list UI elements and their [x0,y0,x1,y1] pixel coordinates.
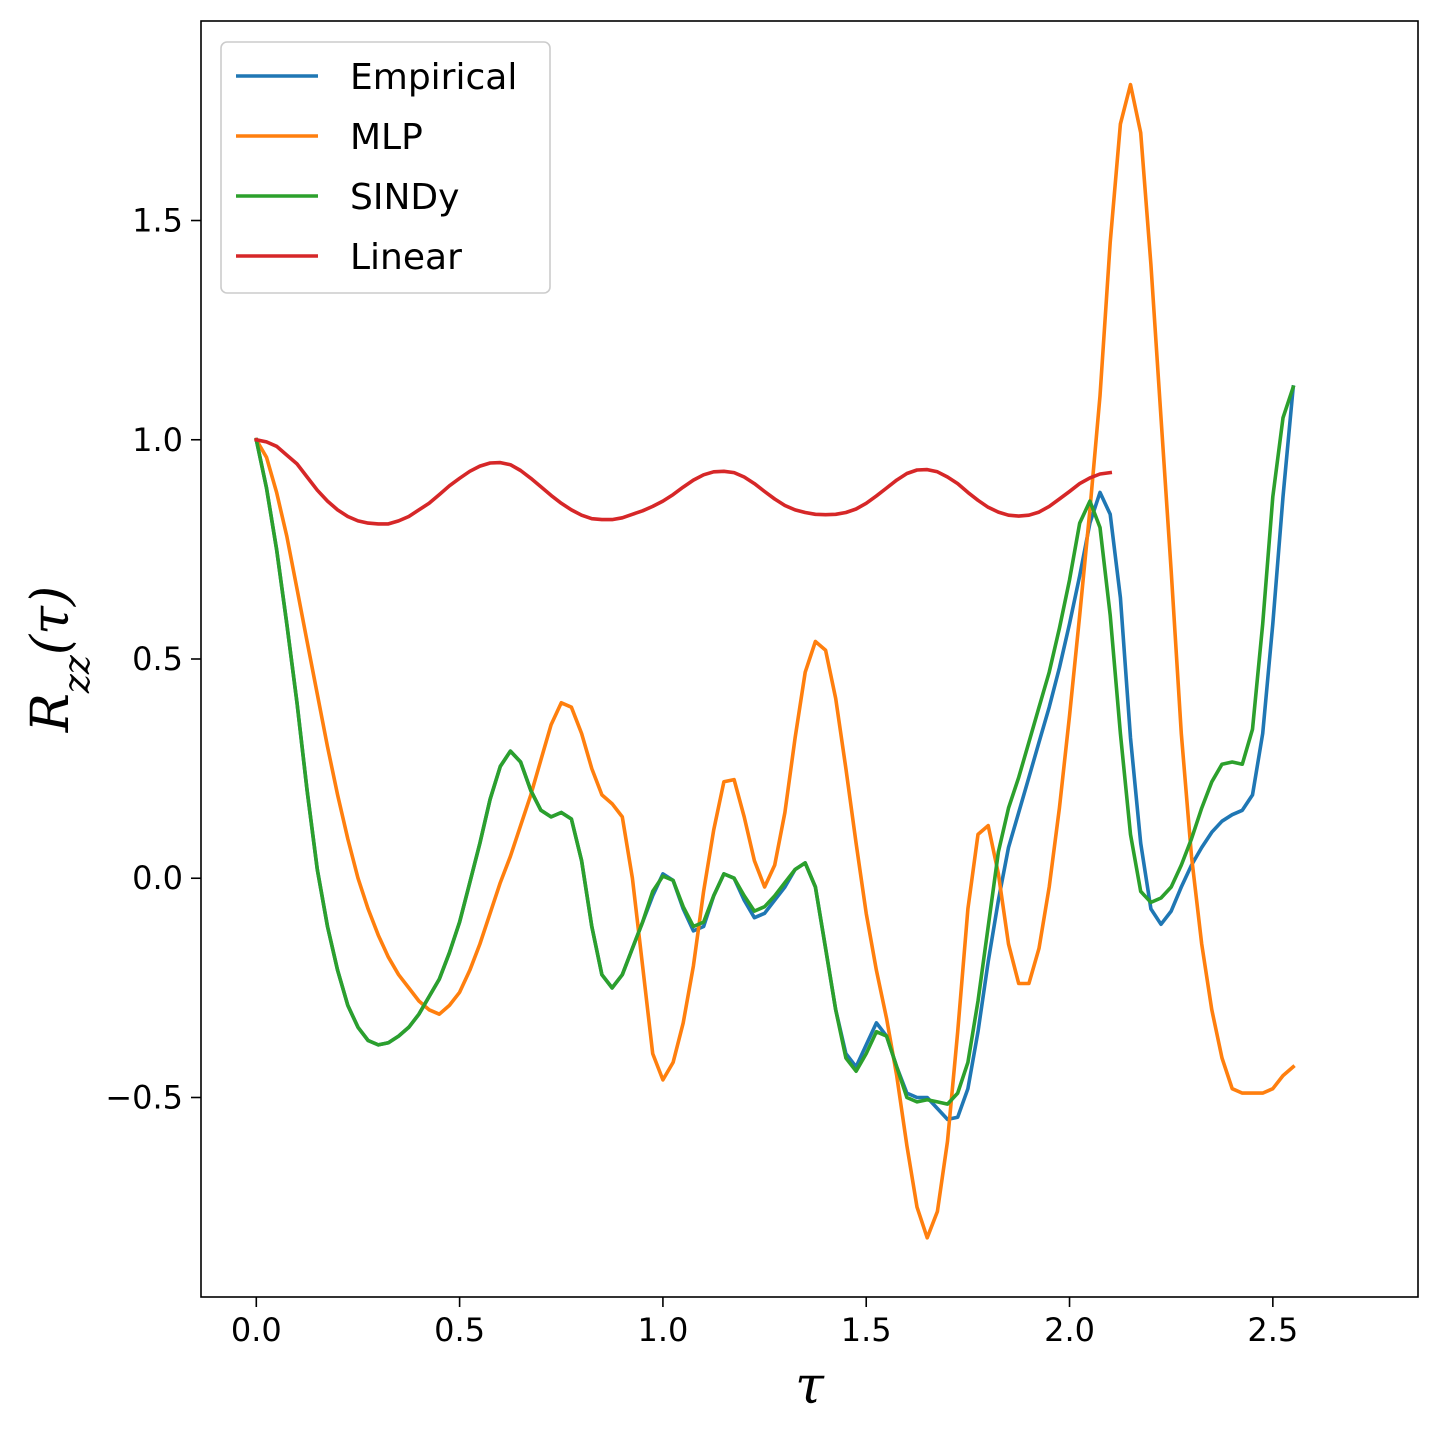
legend-label-mlp: MLP [350,117,423,158]
series-line-linear [254,437,1113,526]
y-tick-label: 1.0 [132,421,183,459]
y-axis-label-argument: (τ) [21,586,81,655]
legend: Empirical MLP SINDy Linear [220,41,551,294]
y-tick-label: 1.5 [132,202,183,240]
x-tick-label: 2.0 [1044,1311,1095,1349]
x-tick-label: 1.0 [637,1311,688,1349]
series-layer [253,82,1296,1240]
y-axis: −0.5 0.0 0.5 1.0 1.5 [105,202,201,1116]
series-line-sindy [254,384,1296,1106]
series-line-mlp [253,82,1296,1240]
legend-label-empirical: Empirical [350,57,517,98]
legend-box [220,41,551,294]
legend-label-sindy: SINDy [350,177,459,218]
x-tick-label: 0.0 [231,1311,282,1349]
y-tick-label: −0.5 [105,1078,183,1116]
x-axis: 0.0 0.5 1.0 1.5 2.0 2.5 [231,1297,1298,1349]
y-axis-label-subscript: zz [57,654,98,694]
x-axis-label: τ [795,1356,825,1416]
x-tick-label: 1.5 [841,1311,892,1349]
x-tick-label: 2.5 [1247,1311,1298,1349]
legend-label-linear: Linear [350,237,462,278]
x-tick-label: 0.5 [434,1311,485,1349]
y-tick-label: 0.0 [132,859,183,897]
y-axis-label-base: R [21,693,81,733]
y-axis-label: Rzz(τ) [21,586,98,733]
y-tick-label: 0.5 [132,640,183,678]
